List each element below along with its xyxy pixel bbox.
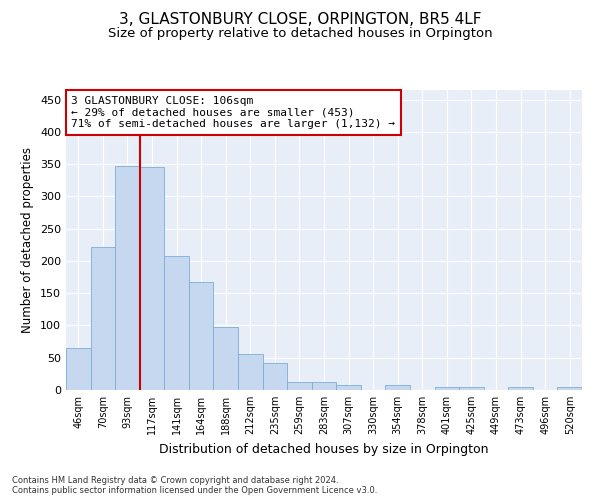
Text: 3, GLASTONBURY CLOSE, ORPINGTON, BR5 4LF: 3, GLASTONBURY CLOSE, ORPINGTON, BR5 4LF [119, 12, 481, 28]
Bar [312, 382, 336, 390]
Bar [140, 167, 164, 390]
Bar [263, 363, 287, 390]
Bar [508, 387, 533, 390]
Bar [164, 256, 189, 390]
X-axis label: Distribution of detached houses by size in Orpington: Distribution of detached houses by size … [159, 442, 489, 456]
Text: 3 GLASTONBURY CLOSE: 106sqm
← 29% of detached houses are smaller (453)
71% of se: 3 GLASTONBURY CLOSE: 106sqm ← 29% of det… [71, 96, 395, 129]
Bar [91, 247, 115, 390]
Bar [238, 354, 263, 390]
Bar [459, 388, 484, 390]
Bar [115, 166, 140, 390]
Bar [557, 388, 582, 390]
Bar [385, 386, 410, 390]
Bar [214, 328, 238, 390]
Bar [434, 387, 459, 390]
Bar [336, 386, 361, 390]
Bar [287, 382, 312, 390]
Bar [189, 282, 214, 390]
Text: Contains HM Land Registry data © Crown copyright and database right 2024.
Contai: Contains HM Land Registry data © Crown c… [12, 476, 377, 495]
Text: Size of property relative to detached houses in Orpington: Size of property relative to detached ho… [107, 28, 493, 40]
Bar [66, 348, 91, 390]
Y-axis label: Number of detached properties: Number of detached properties [22, 147, 34, 333]
